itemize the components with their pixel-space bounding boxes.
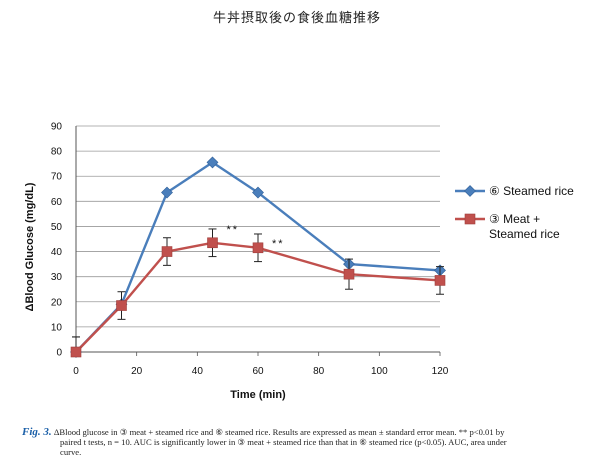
y-tick-label: 30 bbox=[51, 272, 63, 283]
y-tick-label: 0 bbox=[56, 348, 62, 359]
gridlines bbox=[76, 125, 440, 328]
data-point bbox=[116, 300, 127, 311]
data-point bbox=[161, 186, 173, 199]
x-tick-label: 40 bbox=[192, 366, 204, 377]
data-point bbox=[70, 346, 82, 358]
legend-swatch-marker bbox=[464, 185, 476, 197]
x-tick-label: 0 bbox=[73, 366, 79, 377]
data-point bbox=[343, 268, 355, 280]
data-point bbox=[252, 242, 264, 254]
data-point bbox=[252, 186, 264, 199]
legend-label: ③ Meat + bbox=[489, 212, 540, 226]
y-tick-label: 50 bbox=[51, 222, 63, 233]
y-tick-label: 90 bbox=[51, 122, 63, 133]
x-axis-title: Time (min) bbox=[230, 389, 286, 401]
significance-label: ** bbox=[227, 224, 240, 236]
figure-caption: Fig. 3. ΔBlood glucose in ③ meat + steam… bbox=[22, 426, 582, 458]
data-point bbox=[207, 237, 218, 249]
x-tick-label: 100 bbox=[371, 366, 388, 377]
legend-label: Steamed rice bbox=[489, 227, 560, 241]
caption-line-1: ΔBlood glucose in ③ meat + steamed rice … bbox=[53, 427, 505, 437]
page-title: 牛丼摂取後の食後血糖推移 bbox=[212, 11, 381, 26]
figure-label: Fig. 3. bbox=[22, 426, 52, 438]
significance-label: ** bbox=[272, 238, 285, 250]
y-axis-title: ΔBlood Glucose (mg/dL) bbox=[24, 182, 36, 311]
caption-line-2: paired t tests, n = 10. AUC is significa… bbox=[60, 437, 507, 447]
series-meat-steamed-rice bbox=[70, 228, 446, 358]
x-tick-label: 20 bbox=[131, 366, 143, 377]
data-point bbox=[434, 275, 446, 286]
x-tick-label: 80 bbox=[313, 366, 325, 377]
tick-labels: 0 10 20 30 40 50 60 70 80 90 0 20 40 60 80 100 120 bbox=[51, 122, 449, 378]
legend-swatch-marker bbox=[464, 213, 476, 225]
line-chart: 0 10 20 30 40 50 60 70 80 90 0 20 40 60 80 100 120 **** … bbox=[24, 122, 574, 402]
y-tick-label: 40 bbox=[51, 247, 63, 258]
annotations: ** ** bbox=[227, 224, 285, 250]
legend: ⑥ Steamed rice ③ Meat +Steamed rice bbox=[455, 184, 574, 241]
data-point bbox=[206, 156, 219, 169]
data-point bbox=[161, 246, 173, 257]
y-tick-label: 80 bbox=[51, 147, 63, 158]
x-tick-label: 60 bbox=[252, 366, 264, 377]
y-tick-label: 10 bbox=[51, 322, 63, 333]
legend-label: ⑥ Steamed rice bbox=[489, 184, 574, 198]
caption-line-3: curve. bbox=[60, 447, 82, 457]
series-group bbox=[70, 156, 446, 358]
y-tick-label: 20 bbox=[51, 297, 63, 308]
y-tick-label: 60 bbox=[51, 197, 63, 208]
y-tick-label: 70 bbox=[51, 172, 63, 183]
x-tick-label: 120 bbox=[432, 366, 449, 377]
